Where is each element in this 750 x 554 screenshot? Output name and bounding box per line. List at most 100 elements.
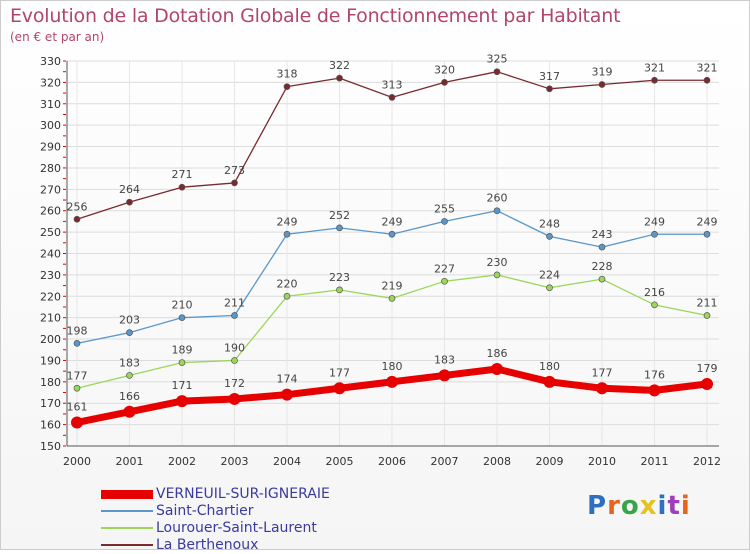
x-tick-label: 2000 — [63, 455, 91, 468]
data-label: 243 — [592, 228, 613, 241]
data-point — [123, 405, 136, 418]
y-tick-label: 320 — [40, 76, 61, 89]
data-label: 216 — [644, 286, 665, 299]
data-label: 252 — [329, 209, 350, 222]
data-point — [546, 85, 553, 93]
data-label: 224 — [539, 269, 560, 282]
y-tick-label: 190 — [40, 354, 61, 367]
y-tick-label: 300 — [40, 119, 61, 132]
x-tick-label: 2008 — [483, 455, 511, 468]
data-point — [493, 207, 501, 215]
data-label: 227 — [434, 262, 455, 275]
data-point — [231, 357, 238, 364]
brand-letter: t — [667, 491, 681, 521]
data-point — [546, 284, 553, 292]
x-tick-label: 2012 — [693, 455, 721, 468]
y-tick-label: 230 — [40, 269, 61, 282]
data-label: 271 — [172, 168, 193, 181]
data-label: 230 — [487, 256, 508, 269]
data-point — [491, 363, 503, 375]
data-label: 198 — [67, 324, 88, 337]
data-label: 321 — [697, 61, 718, 74]
data-label: 183 — [119, 356, 140, 369]
y-tick-label: 150 — [40, 440, 61, 453]
chart-title: Evolution de la Dotation Globale de Fonc… — [10, 5, 621, 27]
data-label: 180 — [382, 360, 403, 373]
data-label: 174 — [277, 373, 298, 386]
data-point — [493, 68, 501, 76]
data-label: 249 — [697, 215, 718, 228]
y-tick-label: 220 — [40, 290, 61, 303]
data-point — [178, 359, 186, 366]
data-label: 264 — [119, 183, 140, 196]
data-label: 177 — [329, 366, 350, 379]
legend-label: Saint-Chartier — [156, 503, 254, 519]
legend-label: VERNEUIL-SUR-IGNERAIE — [156, 486, 330, 502]
brand-letter: x — [639, 491, 658, 521]
brand-letter: i — [680, 491, 691, 521]
data-point — [701, 377, 713, 390]
data-label: 190 — [224, 341, 245, 354]
data-point — [336, 224, 343, 232]
data-point — [281, 388, 293, 401]
data-label: 320 — [434, 63, 455, 76]
data-point — [441, 277, 448, 285]
y-tick-label: 330 — [40, 55, 61, 68]
data-label: 179 — [697, 362, 718, 375]
data-label: 255 — [434, 202, 455, 215]
data-label: 189 — [172, 344, 193, 357]
data-point — [73, 339, 81, 347]
data-point — [336, 286, 343, 294]
x-tick-label: 2009 — [536, 455, 564, 468]
data-point — [388, 295, 396, 302]
x-tick-label: 2007 — [431, 455, 459, 468]
data-label: 248 — [539, 217, 560, 230]
data-point — [283, 83, 291, 91]
data-label: 325 — [487, 53, 508, 66]
data-label: 260 — [487, 192, 508, 205]
data-label: 228 — [592, 260, 613, 273]
data-label: 211 — [224, 297, 245, 310]
data-point — [178, 183, 186, 191]
data-label: 210 — [172, 299, 193, 312]
data-label: 171 — [172, 379, 193, 392]
data-point — [598, 81, 606, 88]
data-point — [651, 301, 658, 309]
brand-letter: o — [620, 491, 640, 521]
data-label: 223 — [329, 271, 350, 284]
y-tick-label: 180 — [40, 376, 61, 389]
data-point — [126, 329, 133, 336]
data-point — [176, 395, 188, 408]
data-point — [388, 94, 396, 101]
data-point — [438, 369, 451, 382]
data-label: 183 — [434, 353, 455, 366]
x-tick-label: 2005 — [326, 455, 354, 468]
data-point — [493, 271, 501, 279]
data-label: 322 — [329, 59, 350, 72]
data-label: 203 — [119, 314, 140, 327]
data-point — [596, 382, 608, 395]
data-label: 211 — [697, 297, 718, 310]
data-label: 166 — [119, 390, 140, 403]
data-point — [598, 275, 606, 283]
data-point — [231, 312, 238, 319]
x-tick-label: 2006 — [378, 455, 406, 468]
data-point — [71, 416, 83, 429]
data-label: 249 — [644, 215, 665, 228]
data-point — [651, 230, 658, 238]
data-label: 219 — [382, 279, 403, 292]
data-point — [648, 384, 661, 397]
data-label: 176 — [644, 368, 665, 381]
legend-swatch — [101, 510, 153, 512]
y-tick-label: 210 — [40, 312, 61, 325]
data-label: 220 — [277, 277, 298, 290]
data-point — [388, 230, 396, 238]
data-point — [283, 230, 291, 238]
legend-swatch — [101, 527, 153, 529]
data-point — [333, 382, 346, 395]
y-tick-label: 240 — [40, 248, 61, 261]
data-point — [336, 74, 343, 82]
data-label: 249 — [382, 215, 403, 228]
brand-letter: P — [587, 491, 608, 521]
data-point — [441, 218, 448, 225]
